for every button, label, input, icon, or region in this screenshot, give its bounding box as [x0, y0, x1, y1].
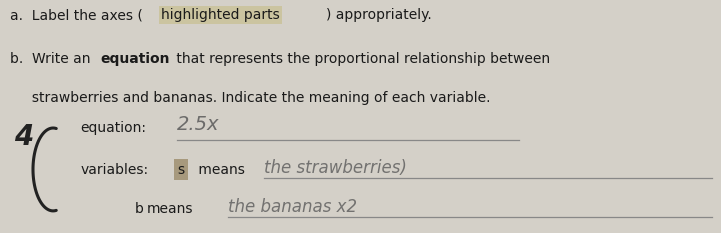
Text: the strawberries): the strawberries) — [264, 159, 407, 177]
Text: equation:: equation: — [81, 121, 146, 135]
Text: ) appropriately.: ) appropriately. — [326, 8, 432, 22]
Text: that represents the proportional relationship between: that represents the proportional relatio… — [172, 52, 550, 66]
Text: s: s — [177, 163, 185, 177]
Text: highlighted parts: highlighted parts — [161, 8, 280, 22]
Text: b.  Write an: b. Write an — [10, 52, 95, 66]
Text: means: means — [194, 163, 244, 177]
Text: 2.5x: 2.5x — [177, 115, 220, 134]
Text: 4: 4 — [14, 123, 34, 151]
Text: equation: equation — [100, 52, 170, 66]
Text: means: means — [147, 202, 194, 216]
Text: variables:: variables: — [81, 163, 149, 177]
Text: the bananas x2: the bananas x2 — [228, 198, 357, 216]
Text: strawberries and bananas. Indicate the meaning of each variable.: strawberries and bananas. Indicate the m… — [10, 91, 490, 105]
Text: b: b — [134, 202, 143, 216]
Text: a.  Label the axes (: a. Label the axes ( — [10, 8, 143, 22]
